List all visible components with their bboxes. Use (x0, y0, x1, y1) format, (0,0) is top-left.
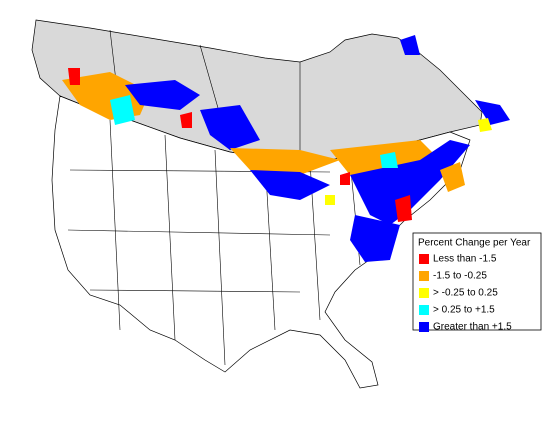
legend-label: -1.5 to -0.25 (433, 271, 487, 282)
legend-box (412, 232, 542, 331)
legend-swatch (419, 254, 429, 264)
legend-swatch (419, 305, 429, 315)
legend-swatch (419, 322, 429, 332)
legend-label: Less than -1.5 (433, 254, 497, 265)
legend-swatch (419, 271, 429, 281)
legend-label: Greater than +1.5 (433, 322, 512, 333)
legend-label: > 0.25 to +1.5 (433, 305, 495, 316)
legend-title: Percent Change per Year (418, 238, 531, 249)
legend-label: > -0.25 to 0.25 (433, 288, 498, 299)
legend-items: Less than -1.5 -1.5 to -0.25 > -0.25 to 0.… (419, 254, 512, 333)
trend-areas (62, 35, 510, 262)
legend-swatch (419, 288, 429, 298)
